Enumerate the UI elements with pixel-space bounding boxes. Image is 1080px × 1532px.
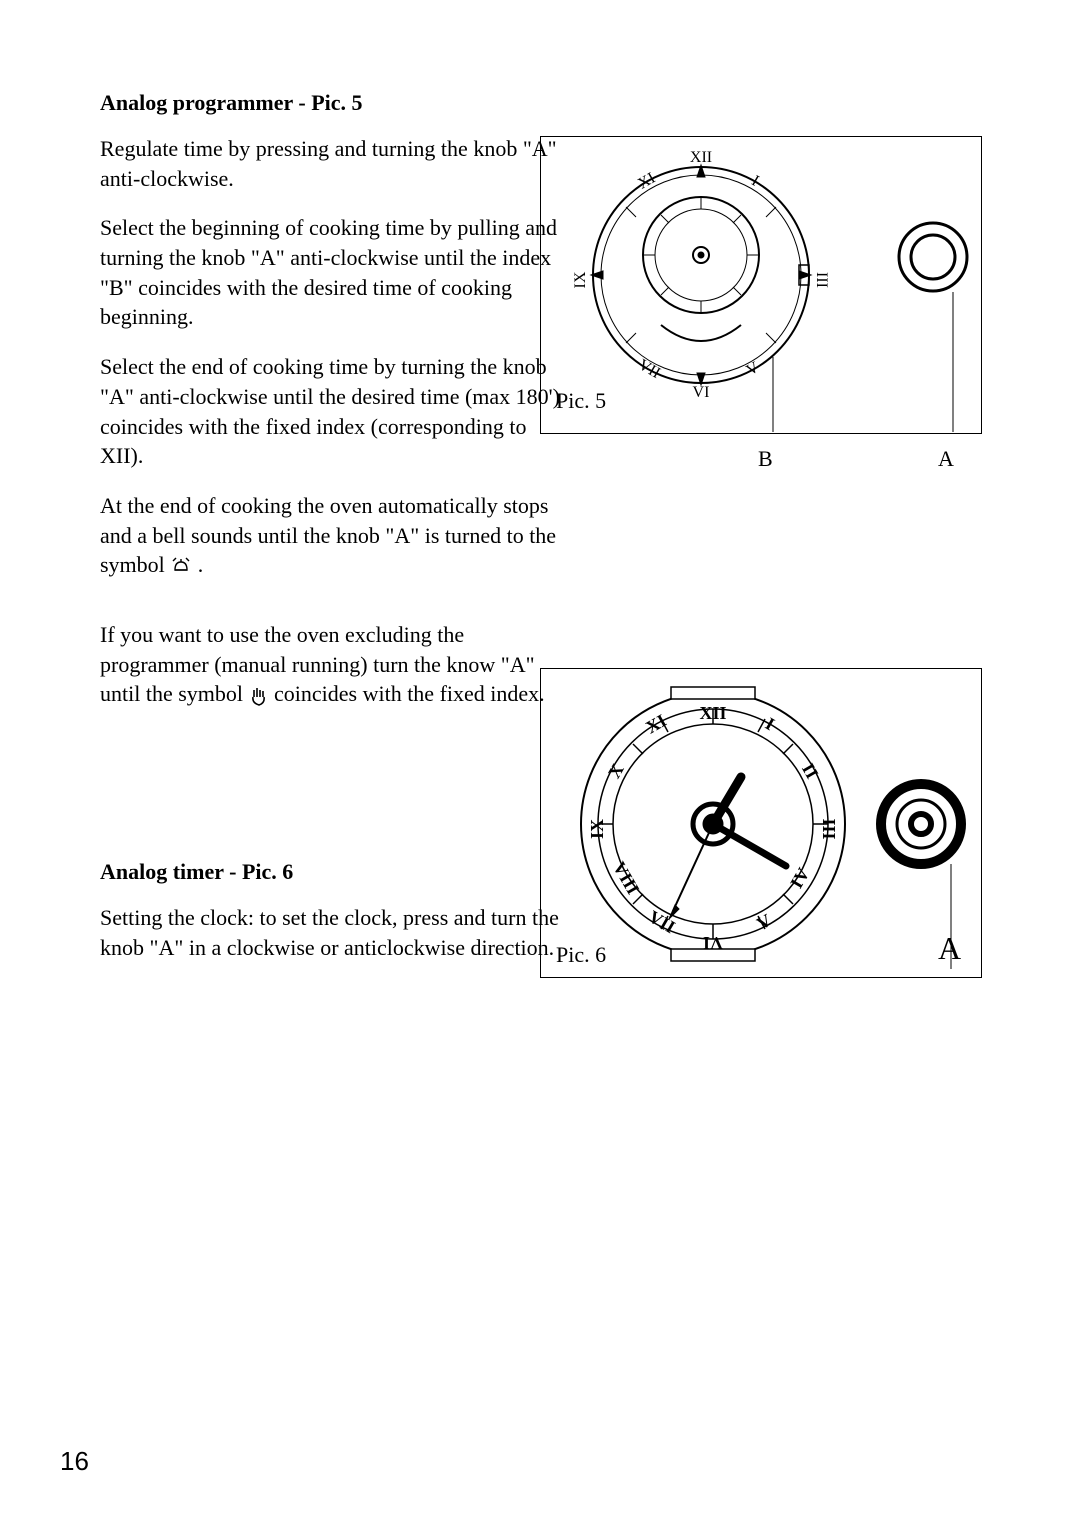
section1-p3: Select the end of cooking time by turnin… [100,352,560,471]
fig5-caption: Pic. 5 [556,388,606,414]
section1-p4b: . [198,552,204,577]
fig6-viii: VIII [609,858,643,897]
fig5-xi: XI [635,170,658,193]
fig6-iii: III [819,818,839,839]
section1-p5: If you want to use the oven excluding th… [100,620,560,709]
document-page: Analog programmer - Pic. 5 Regulate time… [0,0,1080,1532]
fig6-xii: XII [699,703,726,723]
fig5-i: I [749,172,762,189]
section1-title: Analog programmer - Pic. 5 [100,90,980,116]
fig5-vi: VI [693,384,710,401]
fig6-ix: IX [587,819,607,839]
fig6-xi: XI [642,710,669,737]
section2-p1: Setting the clock: to set the clock, pre… [100,903,560,962]
section1-p4: At the end of cooking the oven automatic… [100,491,560,580]
fig6-i: I [762,713,778,734]
figure-5-svg: XII VI IX III XI I VII V [541,137,983,435]
fig5-vii: VII [635,356,663,382]
section1-p1: Regulate time by pressing and turning th… [100,134,560,193]
section1-p4a: At the end of cooking the oven automatic… [100,493,556,577]
figure-5: XII VI IX III XI I VII V [540,136,982,434]
section1-p2: Select the beginning of cooking time by … [100,213,560,332]
fig6-caption: Pic. 6 [556,942,606,968]
fig5-iii: III [813,272,830,288]
fig5-xii: XII [690,149,712,166]
section1-p5b: coincides with the fixed index. [274,681,545,706]
figure-6: XII VI IX III XI I X II VIII IV VII V [540,668,982,978]
bell-hand-icon [170,556,192,578]
fig5-label-b: B [758,446,773,472]
page-number: 16 [60,1446,89,1477]
fig5-ix: IX [572,271,589,288]
fig5-v: V [743,359,762,380]
hand-icon [249,685,269,707]
figure-6-svg: XII VI IX III XI I X II VIII IV VII V [541,669,983,979]
fig5-label-a: A [938,446,954,472]
fig6-vi: VI [703,933,723,953]
fig6-label-a: A [938,930,961,967]
